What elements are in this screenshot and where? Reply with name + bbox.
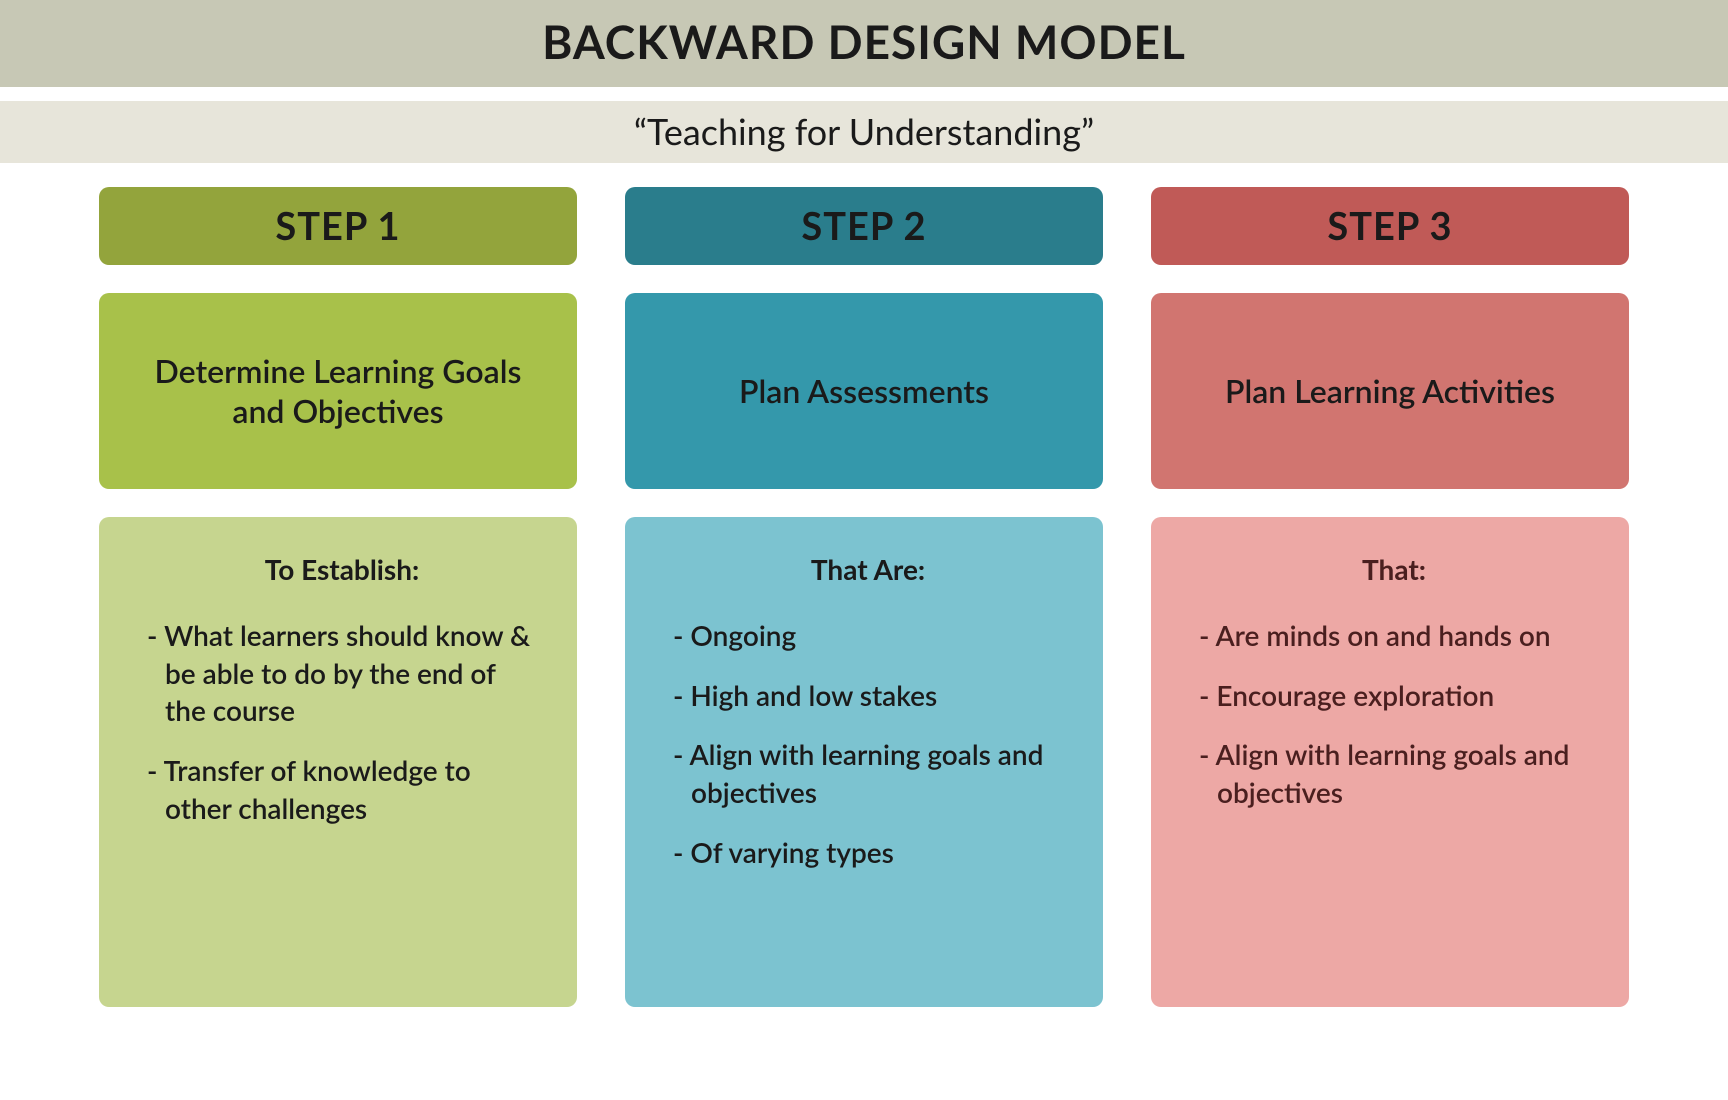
step-details-3: That: Are minds on and hands on Encourag… [1151, 517, 1629, 1007]
step-header-2: STEP 2 [625, 187, 1103, 265]
step-details-1: To Establish: What learners should know … [99, 517, 577, 1007]
list-item: High and low stakes [673, 677, 1063, 715]
step-header-3: STEP 3 [1151, 187, 1629, 265]
list-item: Of varying types [673, 834, 1063, 872]
step-header-1: STEP 1 [99, 187, 577, 265]
list-item: Transfer of knowledge to other challenge… [147, 752, 537, 828]
step-column-3: STEP 3 Plan Learning Activities That: Ar… [1151, 187, 1629, 1007]
page-title: BACKWARD DESIGN MODEL [542, 14, 1186, 69]
step-details-2: That Are: Ongoing High and low stakes Al… [625, 517, 1103, 1007]
title-bar: BACKWARD DESIGN MODEL [0, 0, 1728, 87]
steps-row: STEP 1 Determine Learning Goals and Obje… [0, 163, 1728, 1007]
list-item: What learners should know & be able to d… [147, 617, 537, 730]
step-details-list-3: Are minds on and hands on Encourage expl… [1199, 617, 1589, 812]
step-column-2: STEP 2 Plan Assessments That Are: Ongoin… [625, 187, 1103, 1007]
step-label: STEP 2 [801, 203, 926, 249]
page-subtitle: “Teaching for Understanding” [634, 109, 1094, 153]
step-card-2: Plan Assessments [625, 293, 1103, 489]
step-card-title: Plan Learning Activities [1225, 371, 1555, 411]
step-card-title: Plan Assessments [739, 371, 989, 411]
subtitle-bar: “Teaching for Understanding” [0, 101, 1728, 163]
step-card-title: Determine Learning Goals and Objectives [129, 351, 547, 431]
list-item: Are minds on and hands on [1199, 617, 1589, 655]
step-details-heading: That Are: [673, 551, 1063, 589]
list-item: Align with learning goals and objectives [673, 736, 1063, 812]
step-label: STEP 3 [1327, 203, 1452, 249]
list-item: Encourage exploration [1199, 677, 1589, 715]
step-details-list-2: Ongoing High and low stakes Align with l… [673, 617, 1063, 872]
spacer [0, 87, 1728, 101]
step-column-1: STEP 1 Determine Learning Goals and Obje… [99, 187, 577, 1007]
step-card-3: Plan Learning Activities [1151, 293, 1629, 489]
step-label: STEP 1 [275, 203, 400, 249]
list-item: Ongoing [673, 617, 1063, 655]
list-item: Align with learning goals and objectives [1199, 736, 1589, 812]
step-details-heading: That: [1199, 551, 1589, 589]
step-details-heading: To Establish: [147, 551, 537, 589]
step-card-1: Determine Learning Goals and Objectives [99, 293, 577, 489]
step-details-list-1: What learners should know & be able to d… [147, 617, 537, 828]
